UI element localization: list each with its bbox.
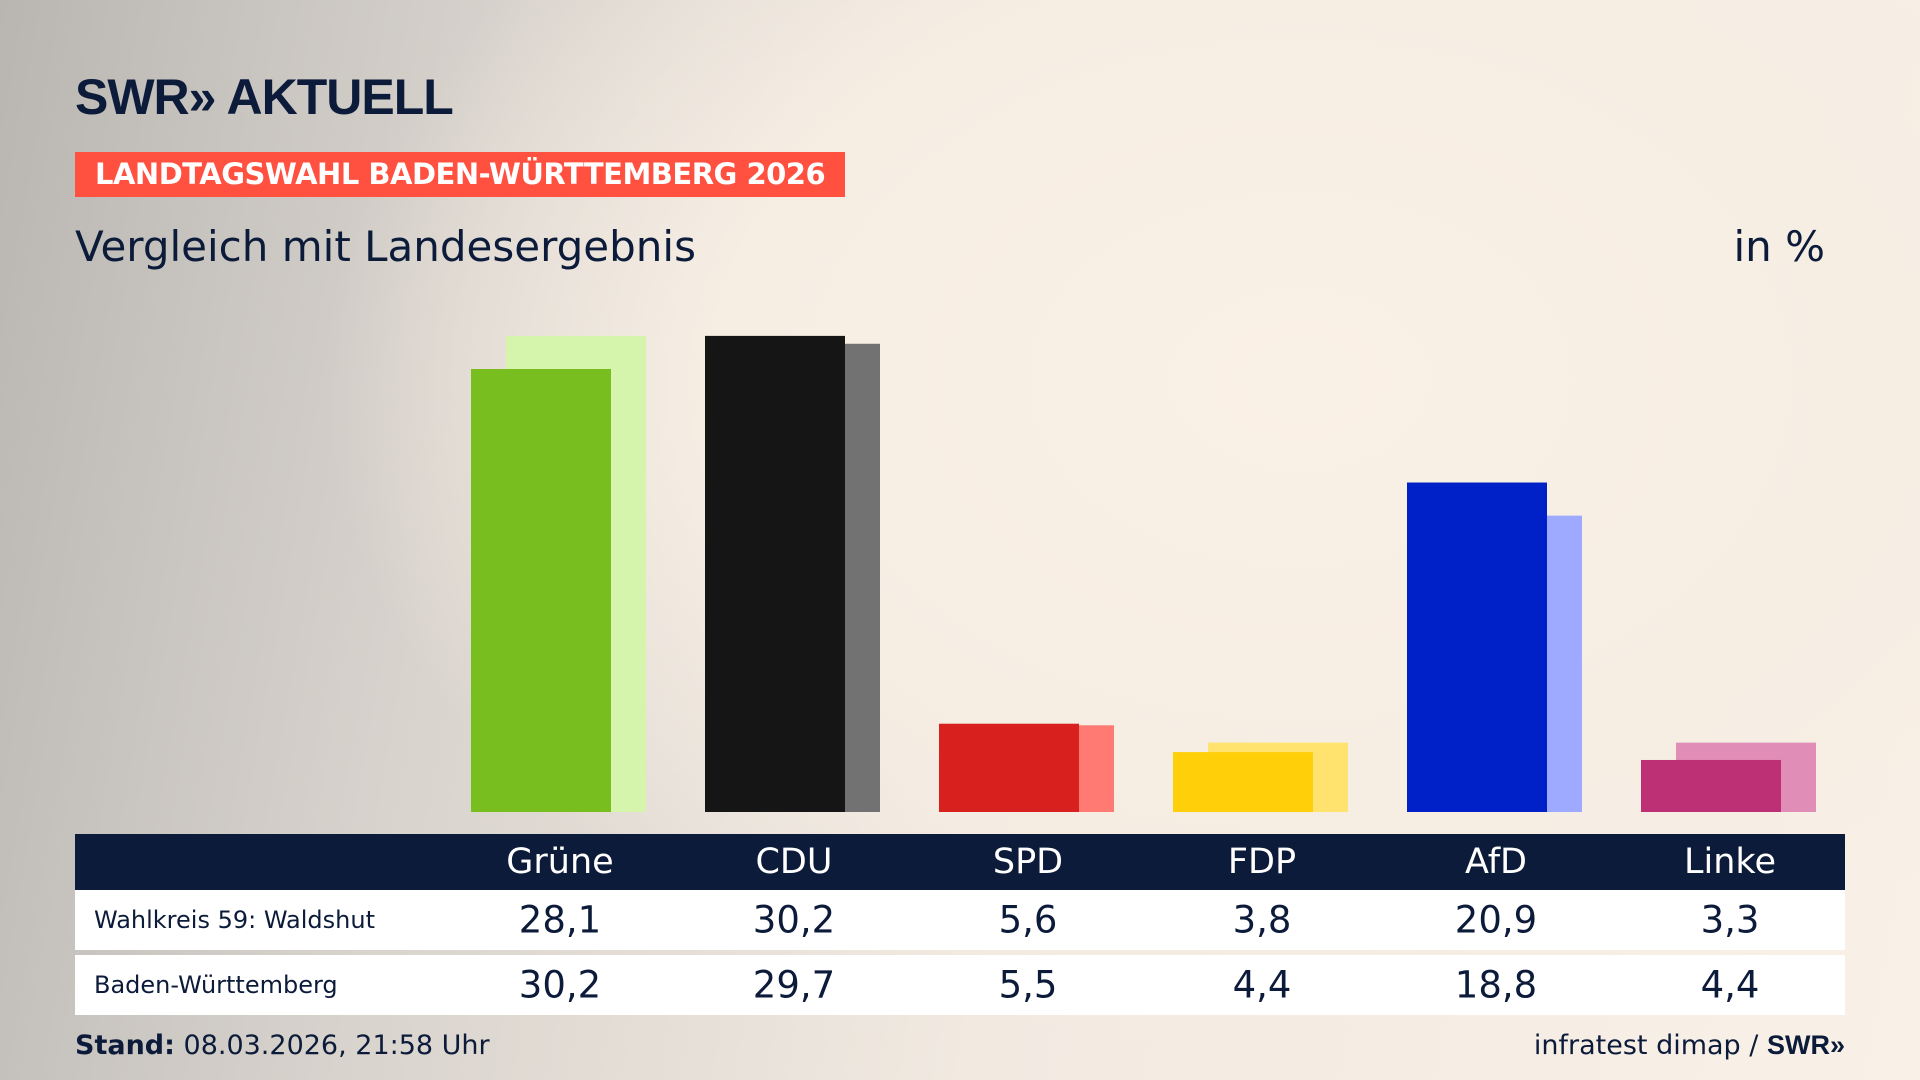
stand-value: 08.03.2026, 21:58 Uhr: [183, 1030, 490, 1061]
value-cell: 28,1: [518, 898, 602, 942]
header-gruene: Grüne: [506, 842, 614, 882]
value-cell: 4,4: [1700, 963, 1760, 1007]
bar-fdp-wahlkreis: [1173, 752, 1313, 812]
swr-logo: SWR»: [1766, 1030, 1845, 1060]
chart-subtitle: Vergleich mit Landesergebnis: [75, 222, 696, 271]
bar-linke-wahlkreis: [1641, 759, 1781, 812]
bar-grüne-wahlkreis: [471, 369, 611, 812]
value-cell: 30,2: [518, 963, 602, 1007]
source-text: infratest dimap /: [1533, 1030, 1759, 1061]
header-afd: AfD: [1465, 842, 1527, 882]
election-banner: LANDTAGSWAHL BADEN-WÜRTTEMBERG 2026: [75, 152, 846, 197]
table-header: Grüne CDU SPD FDP AfD Linke: [75, 834, 1845, 890]
source: infratest dimap / SWR»: [1534, 1030, 1845, 1061]
table-row: Baden-Württemberg 30,2 29,7 5,5 4,4 18,8…: [75, 955, 1845, 1015]
table-row: Wahlkreis 59: Waldshut 28,1 30,2 5,6 3,8…: [75, 890, 1845, 950]
unit-label: in %: [1733, 222, 1825, 271]
header-fdp: FDP: [1227, 842, 1297, 882]
row-label: Baden-Württemberg: [94, 971, 338, 999]
bar-spd-wahlkreis: [939, 723, 1079, 812]
value-cell: 3,8: [1232, 898, 1292, 942]
value-cell: 5,5: [998, 963, 1058, 1007]
header-cdu: CDU: [755, 842, 833, 882]
header-linke: Linke: [1684, 842, 1776, 882]
value-cell: 18,8: [1454, 963, 1538, 1007]
row-label: Wahlkreis 59: Waldshut: [94, 906, 375, 934]
bar-afd-wahlkreis: [1407, 482, 1547, 812]
value-cell: 29,7: [752, 963, 836, 1007]
value-cell: 4,4: [1232, 963, 1292, 1007]
value-cell: 20,9: [1454, 898, 1538, 942]
value-cell: 30,2: [752, 898, 836, 942]
timestamp: Stand: 08.03.2026, 21:58 Uhr: [75, 1030, 490, 1061]
header-spd: SPD: [992, 842, 1064, 882]
bar-cdu-wahlkreis: [705, 335, 845, 812]
value-cell: 5,6: [998, 898, 1058, 942]
swr-aktuell-logo: SWR» AKTUELL: [75, 69, 454, 125]
value-cell: 3,3: [1700, 898, 1760, 942]
stand-label: Stand:: [75, 1030, 175, 1061]
